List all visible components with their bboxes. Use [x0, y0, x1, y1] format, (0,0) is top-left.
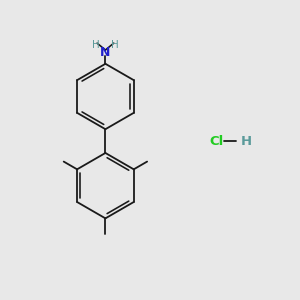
Text: H: H — [92, 40, 100, 50]
Text: N: N — [100, 46, 111, 59]
Text: H: H — [111, 40, 119, 50]
Text: H: H — [241, 135, 252, 148]
Text: Cl: Cl — [209, 135, 224, 148]
